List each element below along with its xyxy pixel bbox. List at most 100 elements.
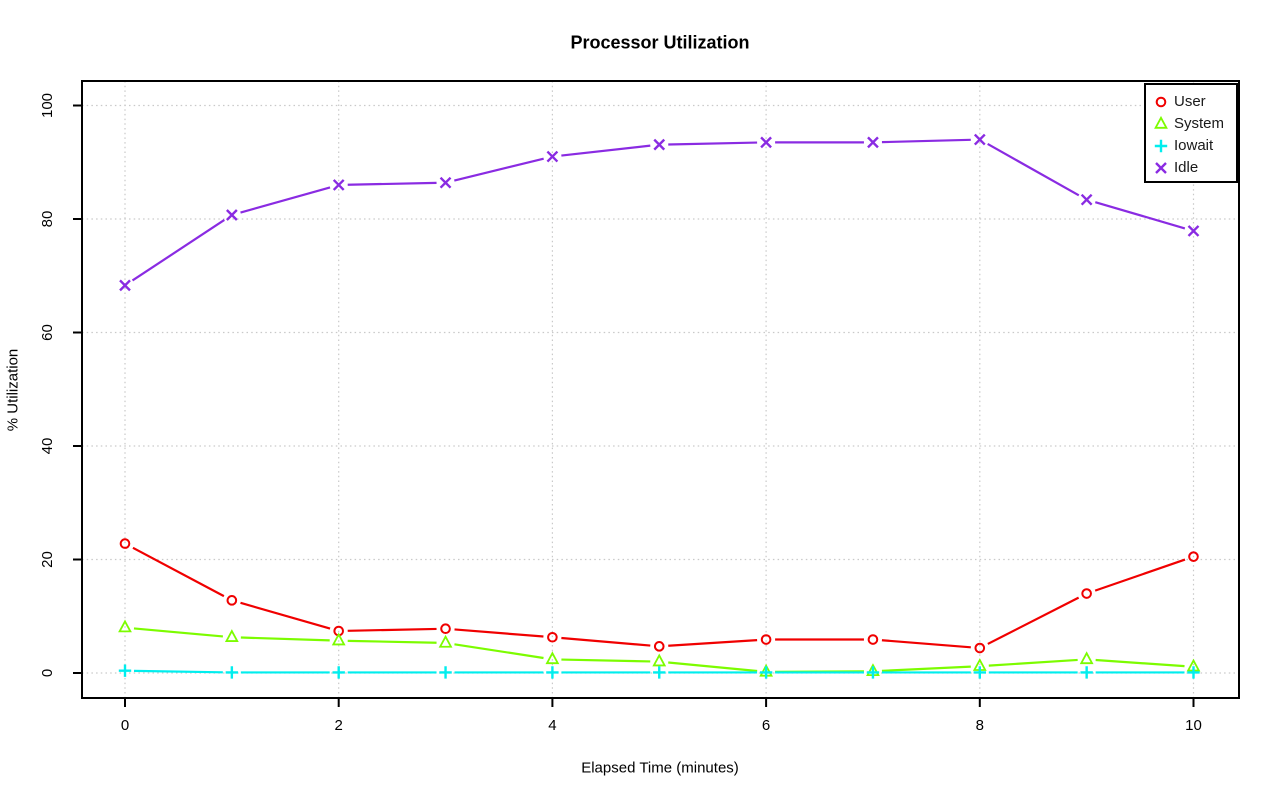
triangle-marker [331, 632, 346, 646]
series-segment [881, 665, 971, 672]
x-marker [1187, 225, 1200, 237]
legend-label: Iowait [1174, 136, 1214, 154]
series-segment [131, 219, 225, 282]
circle-marker [440, 623, 451, 635]
series-segment [881, 639, 971, 649]
y-tick-label: 0 [39, 669, 56, 677]
y-axis-label: % Utilization [4, 348, 22, 432]
chart-title: Processor Utilization [570, 32, 750, 53]
legend-item-user: User [1151, 90, 1236, 112]
x-marker [973, 133, 986, 146]
series-iowait [118, 664, 1200, 679]
series-segment [668, 141, 758, 146]
plus-marker [439, 666, 452, 679]
y-tick-label: 60 [39, 324, 56, 341]
circle-marker-icon [1151, 93, 1171, 109]
series-idle [119, 133, 1200, 292]
x-marker [119, 279, 131, 292]
y-tick-label: 80 [39, 211, 56, 228]
series-segment [132, 546, 225, 598]
x-marker [546, 150, 559, 163]
x-marker [1155, 162, 1167, 174]
circle-marker [1188, 551, 1199, 562]
x-marker [332, 179, 345, 191]
series-segment [987, 143, 1080, 197]
x-marker [867, 136, 879, 149]
plus-marker [225, 666, 239, 679]
circle-marker [760, 634, 772, 645]
plus-marker [546, 666, 559, 679]
series-segment [1094, 558, 1186, 592]
x-glyph [1155, 162, 1167, 174]
triangle-marker-icon [1151, 115, 1171, 131]
plus-marker [653, 666, 666, 679]
x-tick-label: 8 [976, 717, 984, 734]
circle-marker [1081, 588, 1092, 599]
legend-label: System [1174, 114, 1225, 132]
series-segment [668, 638, 758, 647]
plus-marker [866, 666, 880, 679]
series-user [119, 538, 1199, 654]
series-segment [668, 661, 758, 673]
plus-marker [332, 666, 345, 679]
plus-marker [118, 664, 132, 677]
legend-item-system: System [1151, 112, 1236, 134]
x-tick-label: 6 [762, 717, 770, 734]
series-segment [240, 601, 331, 630]
circle-marker [119, 538, 131, 549]
circle-marker [1155, 96, 1167, 108]
x-marker [760, 136, 772, 149]
x-marker [653, 138, 666, 151]
y-tick-label: 40 [39, 438, 56, 455]
plus-marker [973, 666, 986, 679]
triangle-marker [224, 629, 239, 642]
series-segment [347, 181, 437, 186]
series-segment [561, 144, 651, 157]
triangle-marker [652, 653, 667, 667]
circle-marker [653, 641, 665, 652]
series-segment [988, 658, 1078, 667]
x-tick-label: 4 [548, 717, 556, 734]
series-segment [240, 636, 330, 642]
x-marker [439, 176, 452, 189]
x-tick-label: 2 [335, 717, 343, 734]
legend-item-iowait: Iowait [1151, 134, 1236, 156]
plus-marker [1187, 666, 1200, 679]
series-segment [347, 627, 437, 632]
triangle-marker [1154, 115, 1168, 129]
circle-marker [974, 642, 986, 654]
triangle-marker [118, 619, 132, 633]
series-segment [561, 658, 651, 663]
series-segment [454, 643, 544, 660]
x-marker [1080, 193, 1093, 206]
series-segment [240, 186, 331, 214]
x-tick-label: 0 [121, 717, 129, 734]
x-marker [226, 209, 238, 221]
plus-glyph [1154, 139, 1168, 153]
series-segment [1094, 201, 1186, 230]
axes [73, 104, 1195, 707]
series-segment [987, 596, 1080, 645]
x-tick-label: 10 [1185, 717, 1202, 734]
series-segment [133, 627, 223, 638]
legend-label: User [1174, 92, 1206, 110]
series-segment [454, 628, 544, 638]
series-segment [454, 157, 544, 182]
plus-marker-icon [1151, 137, 1171, 153]
x-marker-icon [1151, 159, 1171, 175]
x-axis-label: Elapsed Time (minutes) [581, 759, 739, 777]
legend: User System Iowait Idle [1144, 83, 1238, 183]
circle-marker [867, 634, 879, 645]
series-segment [1095, 658, 1185, 668]
circle-marker [547, 631, 558, 643]
plus-marker [1154, 139, 1168, 153]
series-segment [133, 669, 223, 674]
plot-border [81, 80, 1240, 699]
triangle-glyph [1154, 115, 1168, 129]
triangle-marker [545, 651, 560, 665]
circle-marker [226, 595, 238, 606]
legend-label: Idle [1174, 158, 1199, 176]
